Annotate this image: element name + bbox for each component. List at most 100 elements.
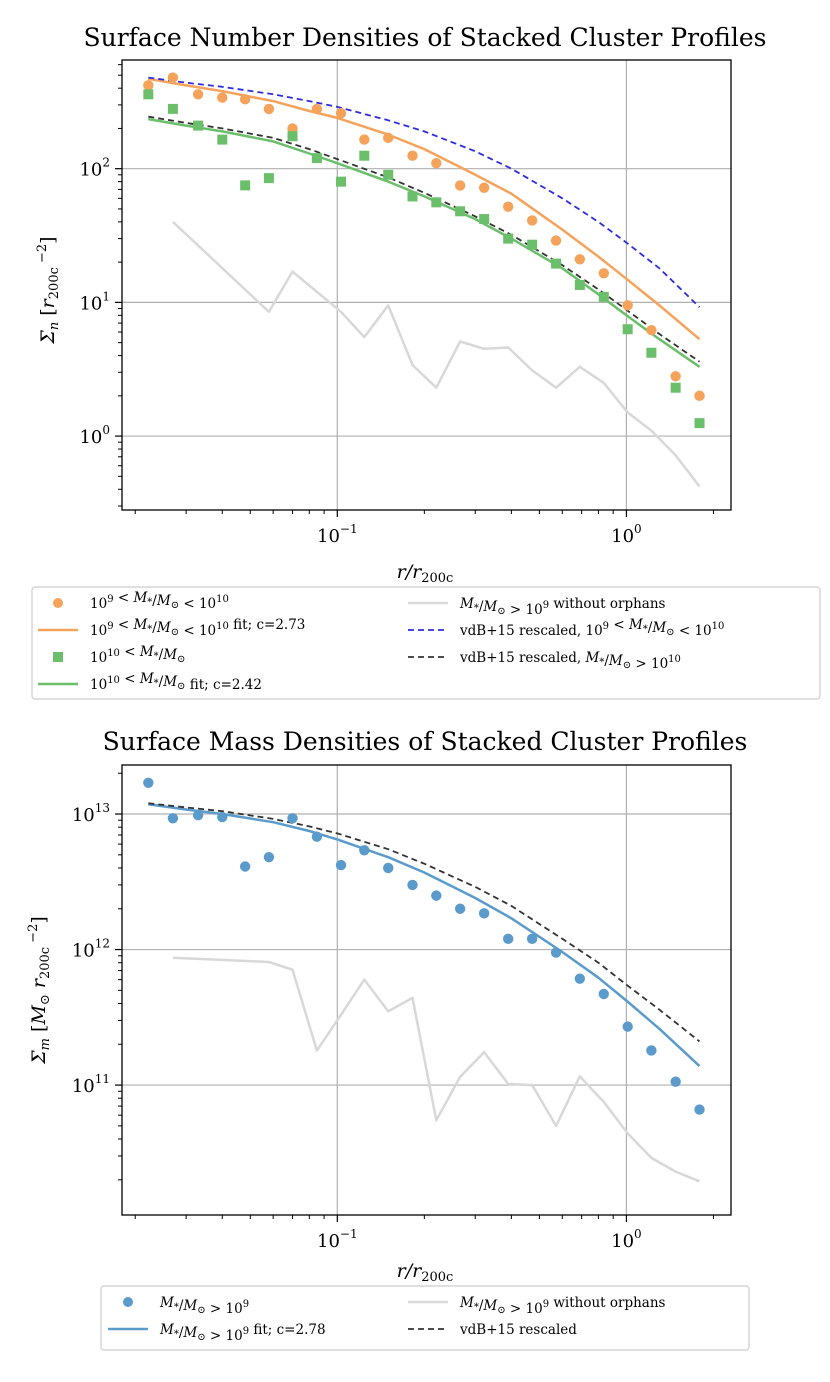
data-point bbox=[192, 810, 204, 821]
data-point bbox=[526, 933, 538, 945]
plot-area: 10−1 100 1011 1012 1013 bbox=[72, 764, 732, 1252]
legend-item: vdB+15 rescaled, M*/M⊙ > 1010 bbox=[408, 650, 681, 672]
legend-item: M*/M⊙ > 109 bbox=[123, 1295, 249, 1317]
legend-item: M*/M⊙ > 109 fit; c=2.78 bbox=[108, 1322, 326, 1344]
data-point bbox=[143, 80, 154, 91]
data-point bbox=[622, 324, 633, 335]
y-tick-label: 100 bbox=[79, 423, 110, 448]
y-axis-label: Σm [M⊙ r200c −2] bbox=[26, 916, 53, 1065]
data-point bbox=[431, 197, 442, 208]
data-point bbox=[479, 214, 490, 225]
data-point bbox=[192, 89, 204, 100]
data-point bbox=[217, 92, 228, 103]
legend-label: 1010 < M*/M⊙ fit; c=2.42 bbox=[90, 671, 262, 693]
x-tick-label: 100 bbox=[611, 1227, 642, 1252]
legend-item: 109 < M*/M⊙ < 1010 fit; c=2.73 bbox=[38, 617, 305, 639]
data-point bbox=[287, 131, 298, 142]
data-point bbox=[598, 988, 609, 1000]
x-tick-label: 10−1 bbox=[317, 1227, 358, 1252]
data-point bbox=[670, 371, 681, 382]
y-tick-label: 1012 bbox=[72, 937, 110, 962]
x-tick-label: 10−1 bbox=[317, 522, 358, 547]
legend-item: 1010 < M*/M⊙ fit; c=2.42 bbox=[38, 671, 262, 693]
data-point bbox=[143, 777, 154, 788]
series-line bbox=[148, 803, 701, 1068]
x-axis-label: r/r200c bbox=[397, 561, 454, 586]
legend-label: vdB+15 rescaled bbox=[459, 1322, 577, 1338]
legend: 109 < M*/M⊙ < 1010 109 < M*/M⊙ < 1010 fit… bbox=[38, 590, 724, 693]
data-point bbox=[383, 132, 394, 144]
legend-label: vdB+15 rescaled, M*/M⊙ > 1010 bbox=[459, 650, 681, 672]
legend-marker bbox=[123, 1297, 133, 1307]
data-point bbox=[454, 903, 466, 914]
data-point bbox=[383, 169, 394, 180]
data-point bbox=[454, 180, 466, 191]
legend-item: M*/M⊙ > 109 without orphans bbox=[408, 1295, 666, 1317]
data-point bbox=[263, 173, 274, 184]
data-point bbox=[335, 859, 347, 871]
axes-frame bbox=[121, 764, 732, 1216]
data-point bbox=[574, 973, 586, 984]
legend-label: M*/M⊙ > 109 without orphans bbox=[459, 1295, 666, 1317]
data-point bbox=[670, 382, 681, 393]
data-point bbox=[478, 182, 490, 193]
data-point bbox=[527, 239, 538, 250]
data-point bbox=[407, 879, 418, 891]
legend-item: M*/M⊙ > 109 without orphans bbox=[408, 596, 666, 618]
data-point bbox=[478, 908, 490, 919]
data-point bbox=[502, 201, 514, 212]
data-point bbox=[311, 103, 323, 115]
data-point bbox=[193, 120, 204, 131]
data-point bbox=[263, 103, 275, 115]
data-point bbox=[143, 89, 154, 100]
legend-item: 109 < M*/M⊙ < 1010 bbox=[53, 590, 229, 612]
y-tick-label: 101 bbox=[79, 289, 110, 314]
data-point bbox=[383, 862, 394, 874]
data-point bbox=[336, 176, 347, 187]
data-point bbox=[646, 324, 657, 336]
data-point bbox=[311, 831, 323, 842]
data-point bbox=[455, 206, 466, 217]
data-point bbox=[526, 215, 538, 226]
legend-label: vdB+15 rescaled, 109 < M*/M⊙ < 1010 bbox=[459, 617, 724, 639]
chart-title: Surface Number Densities of Stacked Clus… bbox=[84, 23, 767, 52]
data-point bbox=[598, 291, 609, 302]
x-axis-label: r/r200c bbox=[397, 1260, 454, 1285]
data-point bbox=[167, 813, 179, 824]
data-point bbox=[407, 191, 418, 202]
data-point bbox=[622, 1021, 633, 1032]
legend-marker bbox=[53, 598, 63, 608]
series-line bbox=[148, 802, 701, 1043]
legend-marker bbox=[53, 652, 63, 662]
data-point bbox=[431, 157, 442, 169]
legend-box bbox=[100, 1285, 750, 1351]
y-tick-label: 1011 bbox=[72, 1072, 110, 1097]
data-point bbox=[503, 233, 514, 244]
series-line bbox=[148, 77, 701, 341]
data-point bbox=[263, 852, 275, 863]
data-point bbox=[239, 94, 251, 105]
data-point bbox=[167, 72, 179, 83]
data-point bbox=[551, 258, 562, 269]
legend: M*/M⊙ > 109 M*/M⊙ > 109 fit; c=2.78 M*/M⊙ … bbox=[108, 1295, 666, 1344]
data-point bbox=[502, 933, 514, 945]
data-point bbox=[240, 180, 251, 191]
legend-item: vdB+15 rescaled bbox=[408, 1322, 577, 1338]
x-tick-label: 100 bbox=[611, 522, 642, 547]
y-axis-label: Σn [r200c −2] bbox=[35, 236, 62, 344]
data-point bbox=[550, 235, 562, 246]
legend-item: vdB+15 rescaled, 109 < M*/M⊙ < 1010 bbox=[408, 617, 724, 639]
data-point bbox=[217, 134, 228, 145]
legend-label: M*/M⊙ > 109 fit; c=2.78 bbox=[159, 1322, 326, 1344]
data-point bbox=[646, 347, 657, 358]
data-point bbox=[574, 279, 585, 290]
data-point bbox=[407, 150, 418, 161]
legend-label: 1010 < M*/M⊙ bbox=[90, 644, 185, 666]
data-point bbox=[694, 418, 705, 429]
series-line bbox=[148, 76, 701, 308]
data-point bbox=[694, 390, 705, 402]
data-point bbox=[622, 300, 633, 311]
y-tick-label: 1013 bbox=[72, 801, 110, 826]
legend-box bbox=[31, 586, 821, 700]
axes-frame bbox=[121, 59, 732, 511]
